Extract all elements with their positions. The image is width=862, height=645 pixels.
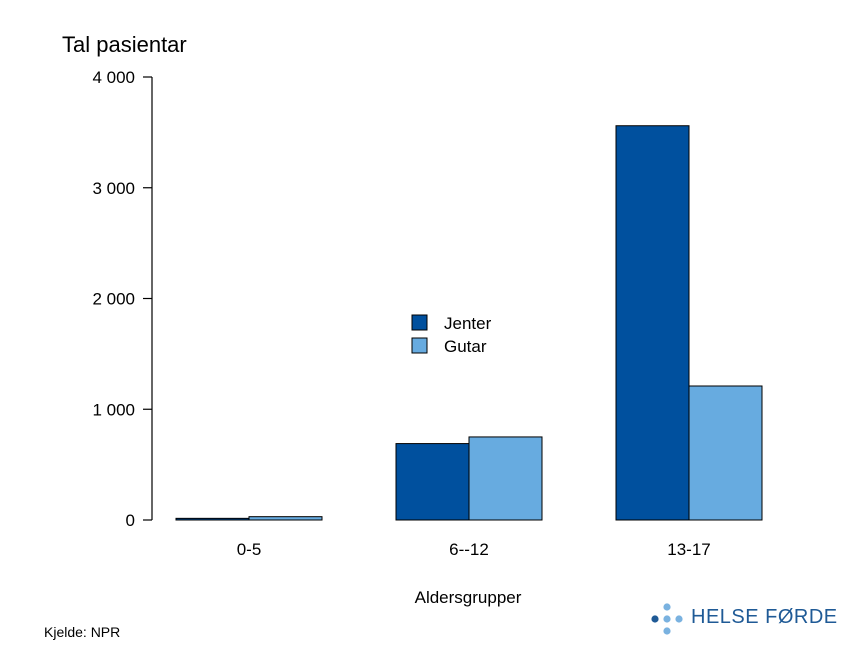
x-axis: 0-5 6--12 13-17 [237,540,711,559]
logo-dot [663,627,671,635]
logo-dot [663,603,671,611]
bar-jenter-0 [175,517,250,521]
bar-gutar-0 [248,516,323,521]
source-note: Kjelde: NPR [44,624,120,640]
logo-dot [651,615,659,623]
x-tick-label: 6--12 [449,540,489,559]
logo-text: HELSE FØRDE [691,606,838,628]
y-axis: 0 1 000 2 000 3 000 4 000 [92,68,153,530]
bar-gutar-1 [468,436,543,521]
legend-swatch-jenter [411,314,428,331]
legend-label: Jenter [444,314,492,333]
y-tick-label: 1 000 [92,400,135,419]
bar-gutar-2 [688,385,763,521]
x-axis-label: Aldersgrupper [415,588,522,607]
y-tick-label: 0 [126,511,135,530]
x-tick-label: 0-5 [237,540,262,559]
y-tick-label: 2 000 [92,290,135,309]
x-tick-label: 13-17 [667,540,710,559]
legend-swatch-gutar [411,337,428,354]
bars [175,125,763,521]
logo-dot [663,615,671,623]
bar-jenter-1 [395,443,470,521]
helse-forde-logo: HELSE FØRDE [651,603,838,635]
legend-label: Gutar [444,337,487,356]
logo-dot [675,615,683,623]
legend: Jenter Gutar [411,314,492,356]
chart-title: Tal pasientar [62,32,187,57]
y-tick-label: 3 000 [92,179,135,198]
logo-dots-icon [651,603,683,635]
y-tick-label: 4 000 [92,68,135,87]
bar-jenter-2 [615,125,690,521]
